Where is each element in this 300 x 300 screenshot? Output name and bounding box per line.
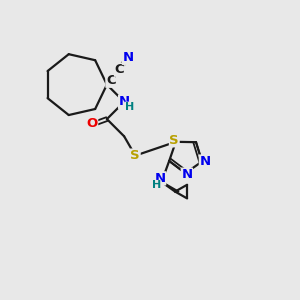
Text: H: H — [125, 102, 134, 112]
Text: S: S — [130, 149, 140, 162]
Text: N: N — [181, 168, 192, 181]
Text: C: C — [106, 74, 116, 87]
Text: N: N — [122, 51, 134, 64]
Text: N: N — [200, 155, 211, 168]
Text: N: N — [118, 95, 130, 108]
Text: C: C — [115, 63, 124, 76]
Text: O: O — [86, 118, 98, 130]
Text: H: H — [152, 181, 161, 190]
Text: N: N — [154, 172, 166, 185]
Text: S: S — [169, 134, 179, 147]
